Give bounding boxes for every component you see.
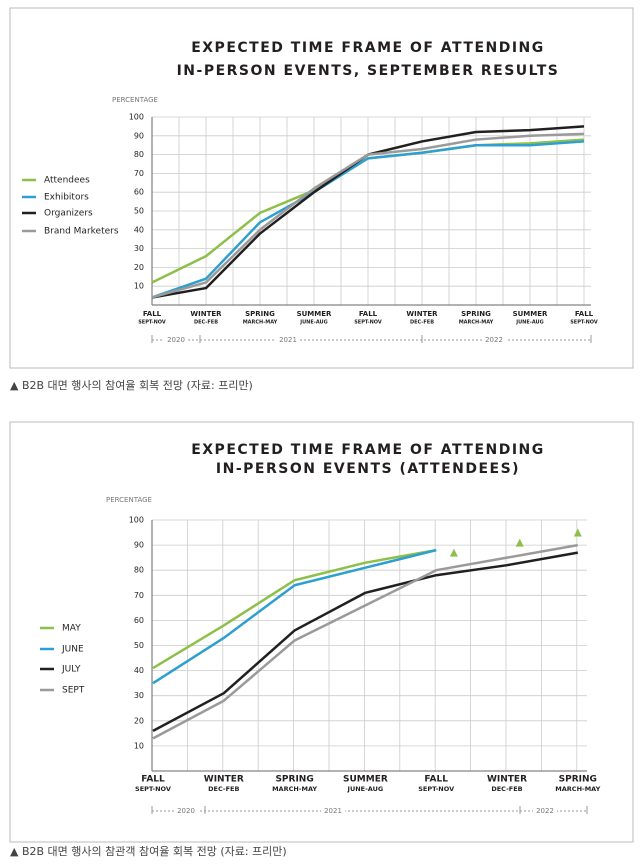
x-tick-sublabel: SEPT-NOV [418, 785, 454, 793]
year-label: 2022 [485, 336, 503, 344]
legend-label: Exhibitors [44, 193, 89, 203]
year-label-bg [276, 335, 300, 345]
x-tick-sublabel: SEPT-NOV [138, 320, 166, 326]
x-tick-sublabel: MARCH-MAY [555, 785, 600, 793]
y-axis-label: PERCENTAGE [106, 496, 152, 504]
x-tick-sublabel: JUNE-AUG [347, 785, 384, 793]
series-line [152, 548, 437, 685]
triangle-marker [515, 538, 524, 547]
y-tick-label: 90 [134, 131, 144, 140]
series-line [152, 548, 437, 670]
x-tick-sublabel: SEPT-NOV [135, 785, 171, 793]
y-tick-label: 80 [134, 566, 144, 575]
y-tick-label: 50 [134, 207, 144, 216]
chart-frame [9, 421, 634, 843]
y-tick-label: 70 [134, 591, 144, 600]
x-tick-sublabel: DEC-FEB [208, 785, 239, 793]
y-tick-label: 90 [134, 541, 144, 550]
y-tick-label: 100 [129, 113, 144, 122]
x-tick-label: WINTER [204, 775, 244, 785]
caption: ▲ B2B 대면 행사의 참관객 참여율 회복 전망 (자료: 프리만) [10, 845, 287, 858]
x-tick-sublabel: MARCH-MAY [459, 320, 494, 326]
year-label-bg [164, 335, 188, 345]
x-tick-label: WINTER [190, 310, 222, 318]
y-tick-label: 100 [129, 516, 144, 525]
x-tick-label: SPRING [275, 775, 313, 785]
y-tick-label: 30 [134, 244, 144, 253]
x-tick-label: SUMMER [343, 775, 388, 785]
x-tick-label: SPRING [559, 775, 597, 785]
year-label-bg [533, 806, 557, 816]
triangle-marker [573, 528, 582, 537]
x-tick-sublabel: DEC-FEB [194, 320, 218, 326]
series-line [152, 543, 579, 740]
year-label: 2020 [167, 336, 185, 344]
y-tick-label: 40 [134, 225, 144, 234]
year-label: 2020 [177, 807, 195, 815]
x-tick-label: SUMMER [297, 310, 332, 318]
year-label-bg [321, 806, 345, 816]
x-tick-sublabel: MARCH-MAY [243, 320, 278, 326]
y-tick-label: 20 [134, 263, 144, 272]
x-tick-sublabel: JUNE-AUG [515, 320, 543, 326]
x-tick-label: WINTER [487, 775, 527, 785]
series-line [151, 132, 585, 299]
x-tick-label: SPRING [245, 310, 275, 318]
y-tick-label: 60 [134, 188, 144, 197]
x-tick-label: SUMMER [513, 310, 548, 318]
year-label-bg [174, 806, 198, 816]
x-tick-label: FALL [141, 775, 165, 785]
y-tick-label: 40 [134, 666, 144, 675]
series-line [151, 140, 585, 299]
y-tick-label: 10 [134, 741, 144, 750]
year-label: 2021 [279, 336, 297, 344]
caption: ▲ B2B 대면 행사의 참여율 회복 전망 (자료: 프리만) [10, 379, 253, 392]
y-tick-label: 60 [134, 616, 144, 625]
x-tick-label: FALL [424, 775, 448, 785]
year-label: 2021 [324, 807, 342, 815]
y-tick-label: 30 [134, 691, 144, 700]
legend-label: JUNE [61, 645, 84, 655]
x-tick-label: SPRING [461, 310, 491, 318]
y-tick-label: 20 [134, 716, 144, 725]
legend-label: JULY [61, 665, 81, 675]
x-tick-label: WINTER [406, 310, 438, 318]
x-tick-sublabel: DEC-FEB [410, 320, 434, 326]
year-label: 2022 [536, 807, 554, 815]
x-tick-sublabel: SEPT-NOV [570, 320, 598, 326]
legend-label: SEPT [62, 686, 85, 696]
x-tick-sublabel: DEC-FEB [491, 785, 522, 793]
chart-title: EXPECTED TIME FRAME OF ATTENDING [191, 40, 545, 56]
chart-title: IN-PERSON EVENTS, SEPTEMBER RESULTS [177, 63, 560, 79]
y-tick-label: 50 [134, 641, 144, 650]
y-tick-label: 70 [134, 169, 144, 178]
x-tick-sublabel: JUNE-AUG [299, 320, 327, 326]
x-tick-label: FALL [143, 310, 162, 318]
legend-label: Organizers [44, 209, 93, 219]
y-tick-label: 10 [134, 282, 144, 291]
chart-frame [9, 7, 634, 369]
year-label-bg [482, 335, 506, 345]
chart-title: IN-PERSON EVENTS (ATTENDEES) [216, 461, 520, 477]
x-tick-sublabel: SEPT-NOV [354, 320, 382, 326]
series-line [152, 551, 579, 732]
chart-title: EXPECTED TIME FRAME OF ATTENDING [191, 442, 545, 458]
x-tick-sublabel: MARCH-MAY [272, 785, 317, 793]
legend-label: MAY [62, 624, 81, 634]
legend-label: Attendees [44, 176, 90, 186]
x-tick-label: FALL [575, 310, 594, 318]
y-tick-label: 80 [134, 150, 144, 159]
legend-label: Brand Marketers [44, 227, 119, 237]
y-axis-label: PERCENTAGE [112, 96, 158, 104]
x-tick-label: FALL [359, 310, 378, 318]
triangle-marker [449, 548, 458, 557]
